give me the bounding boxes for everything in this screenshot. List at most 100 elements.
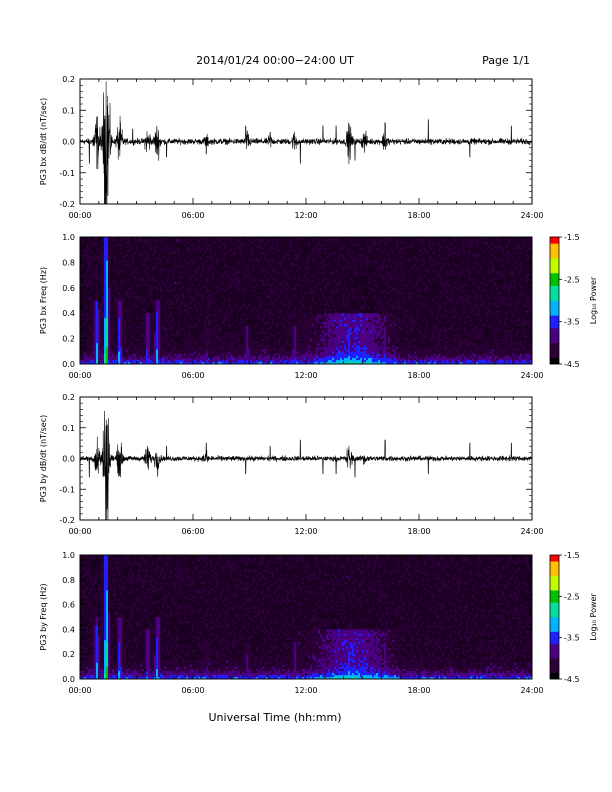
spectrogram-cell (370, 323, 373, 327)
spectrogram-cell (164, 357, 167, 361)
spectrogram-cell (328, 338, 331, 342)
spectrogram-cell (266, 294, 269, 297)
spectrogram-cell (330, 334, 333, 337)
spectrogram-cell (96, 294, 99, 297)
spectrogram-cell (382, 315, 385, 318)
spectrogram-cell (146, 283, 149, 286)
spectrogram-cell (312, 275, 315, 278)
spectrogram-cell (350, 357, 353, 361)
spectrogram-cell (114, 272, 117, 276)
spectrogram-cell (298, 349, 301, 352)
spectrogram-cell (170, 338, 173, 342)
spectrogram-cell (400, 279, 403, 282)
spectrogram-cell (120, 351, 123, 354)
spectrogram-cell (150, 287, 153, 291)
spectrogram-cell (334, 357, 337, 361)
spectrogram-cell (232, 272, 235, 276)
spectrogram-cell (328, 283, 331, 286)
spectrogram-cell (86, 249, 89, 253)
spectrogram-cell (350, 315, 353, 318)
spectrogram-cell (370, 349, 373, 352)
spectrogram-cell (164, 306, 167, 310)
spectrogram-cell (322, 279, 325, 282)
spectrogram-cell (288, 245, 291, 248)
spectrogram-cell (94, 338, 97, 342)
spectrogram-cell (386, 340, 389, 344)
spectrogram-cell (104, 344, 107, 348)
spectrogram-cell (352, 260, 355, 263)
spectrogram-cell (202, 357, 205, 361)
spectrogram-cell (138, 283, 141, 286)
spectrogram-cell (332, 330, 335, 333)
spectrogram-cell (200, 279, 203, 282)
spectrogram-cell (220, 351, 223, 354)
spectrogram-cell (362, 298, 365, 301)
spectrogram-cell (342, 315, 345, 318)
spectrogram-cell (134, 268, 137, 272)
spectrogram-cell (404, 298, 407, 301)
spectrogram-cell (230, 285, 233, 289)
spectrogram-cell (156, 338, 159, 342)
spectrogram-cell (90, 281, 93, 284)
spectrogram-cell (120, 334, 123, 337)
spectrogram-cell (168, 342, 171, 346)
spectrogram-cell (294, 325, 297, 329)
spectrogram-cell (242, 241, 245, 244)
spectrogram-cell (164, 361, 167, 365)
spectrogram-cell (270, 317, 273, 320)
spectrogram-cell (230, 315, 233, 318)
spectrogram-cell (100, 239, 103, 242)
spectrogram-cell (340, 319, 343, 322)
spectrogram-cell (344, 306, 347, 310)
spectrogram-cell (264, 361, 267, 365)
spectrogram-cell (370, 319, 373, 322)
spectrogram-cell (390, 334, 393, 337)
spectrogram-cell (194, 359, 197, 363)
spectrogram-cell (412, 264, 415, 267)
spectrogram-cell (324, 353, 327, 356)
spectrogram-cell (176, 249, 179, 253)
spectrogram-cell (336, 270, 339, 274)
spectrogram-cell (286, 336, 289, 339)
spectrogram-cell (334, 361, 337, 365)
spectrogram-cell (316, 332, 319, 335)
spectrogram-cell (182, 292, 185, 295)
spectrogram-cell (82, 313, 85, 316)
spectrogram-cell (232, 281, 235, 284)
spectrogram-cell (154, 306, 157, 310)
spectrogram-cell (120, 302, 123, 306)
spectrogram-cell (204, 262, 207, 265)
spectrogram-cell (396, 289, 399, 293)
spectrogram-cell (220, 361, 223, 365)
spectrogram-cell (150, 239, 153, 242)
spectrogram-cell (322, 315, 325, 318)
spectrogram-cell (148, 340, 151, 344)
spectrogram-cell (400, 256, 403, 259)
spectrogram-cell (156, 355, 159, 358)
spectrogram-cell (106, 342, 109, 346)
spectrogram-cell (310, 332, 313, 335)
spectrogram-cell (260, 338, 263, 342)
spectrogram-cell (320, 342, 323, 346)
spectrogram-cell (148, 338, 151, 342)
spectrogram-cell (352, 321, 355, 325)
spectrogram-cell (146, 328, 149, 331)
spectrogram-cell (324, 251, 327, 255)
spectrogram-cell (382, 317, 385, 320)
spectrogram-cell (384, 289, 387, 293)
spectrogram-cell (128, 349, 131, 352)
spectrogram-cell (214, 332, 217, 335)
spectrogram-cell (158, 262, 161, 265)
spectrogram-cell (290, 262, 293, 265)
spectrogram-cell (108, 298, 111, 301)
spectrogram-cell (156, 241, 159, 244)
spectrogram-cell (202, 241, 205, 244)
spectrogram-cell (120, 328, 123, 331)
spectrogram-cell (374, 342, 377, 346)
spectrogram-cell (106, 334, 109, 337)
spectrogram-cell (272, 287, 275, 291)
spectrogram-cell (104, 328, 107, 331)
spectrogram-cell (256, 347, 259, 350)
spectrogram-cell (334, 340, 337, 344)
spectrogram-cell (236, 296, 239, 299)
